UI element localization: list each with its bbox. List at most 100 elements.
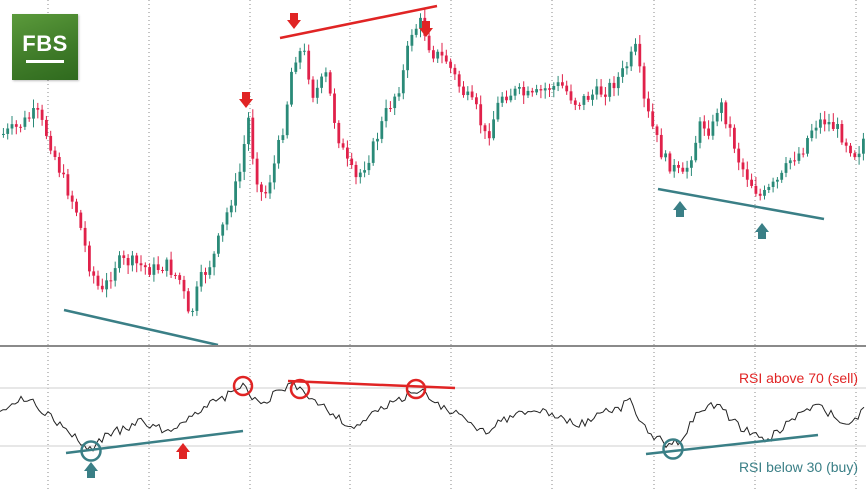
candle-body <box>427 35 431 51</box>
candle-body <box>285 104 289 136</box>
candle-body <box>767 186 771 190</box>
candle-body <box>436 51 440 59</box>
candle-body <box>208 267 212 275</box>
candle-body <box>212 253 216 268</box>
candle-body <box>376 138 379 142</box>
candle-body <box>66 174 70 196</box>
candle-body <box>668 153 672 172</box>
candle-body <box>543 88 547 91</box>
candle-body <box>449 61 452 68</box>
candle-body <box>217 235 220 254</box>
candle-body <box>178 275 182 280</box>
candle-body <box>526 90 530 96</box>
candle-body <box>595 86 599 95</box>
candle-body <box>191 310 194 312</box>
candle-body <box>814 127 818 131</box>
candle-body <box>535 89 538 93</box>
buy-arrow-icon <box>755 223 769 239</box>
candle-body <box>350 158 354 165</box>
candle-body <box>221 224 225 236</box>
candle-body <box>186 291 190 312</box>
candle-body <box>70 195 74 202</box>
candle-body <box>19 126 22 128</box>
candle-body <box>634 43 637 52</box>
candle-body <box>62 172 65 175</box>
rsi-resistance-line <box>287 379 456 390</box>
candle-body <box>500 96 504 103</box>
candle-body <box>389 108 392 110</box>
candle-body <box>457 74 461 87</box>
candle-body <box>174 274 177 276</box>
rsi-support-line-right <box>645 433 819 456</box>
candle-body <box>823 119 827 125</box>
candle-body <box>419 17 422 29</box>
candle-body <box>156 264 160 270</box>
candle-body <box>806 138 809 154</box>
candle-body <box>513 88 517 96</box>
candle-body <box>733 127 736 149</box>
candle-body <box>492 119 495 139</box>
candle-body <box>363 170 366 173</box>
candle-body <box>131 255 134 266</box>
candle-body <box>311 79 315 98</box>
rsi-annotations <box>65 375 819 478</box>
candle-body <box>582 95 586 105</box>
candle-body <box>199 272 203 287</box>
candle-body <box>49 135 53 151</box>
candle-body <box>561 82 564 86</box>
candle-body <box>466 91 470 96</box>
candle-body <box>255 158 259 185</box>
candle-body <box>552 86 556 90</box>
candle-body <box>105 280 108 290</box>
candle-body <box>647 98 650 112</box>
rsi-buy-label: RSI below 30 (buy) <box>738 459 858 475</box>
logo-text: FBS <box>22 31 68 56</box>
candle-body <box>126 258 130 266</box>
candle-body <box>10 124 14 129</box>
candle-body <box>393 96 397 109</box>
candle-body <box>776 179 779 182</box>
candle-body <box>414 28 418 35</box>
candle-body <box>479 104 483 126</box>
candle-body <box>268 182 272 194</box>
rsi-sell-label: RSI above 70 (sell) <box>738 370 858 386</box>
candle-body <box>109 280 113 282</box>
candle-body <box>487 131 491 139</box>
candle-body <box>204 272 207 275</box>
candle-body <box>169 259 173 275</box>
candle-body <box>470 91 474 98</box>
candle-body <box>23 117 27 127</box>
candle-body <box>844 142 848 146</box>
candle-body <box>836 124 839 129</box>
oversold-circle-icon <box>80 440 102 462</box>
candle-body <box>771 181 775 187</box>
candle-body <box>303 50 306 52</box>
candle-body <box>793 160 796 162</box>
overbought-circle-icon <box>405 378 427 400</box>
red-up-arrow-icon <box>176 443 190 459</box>
candle-body <box>229 205 233 213</box>
candle-body <box>247 117 250 145</box>
candle-body <box>784 163 788 173</box>
candle-body <box>260 184 263 193</box>
candle-body <box>690 160 693 168</box>
candle-body <box>251 117 255 159</box>
candle-body <box>604 94 607 97</box>
candle-body <box>694 142 698 161</box>
candle-body <box>328 72 332 94</box>
candle-body <box>307 50 311 80</box>
candle-body <box>496 102 500 120</box>
candle-body <box>139 263 143 266</box>
candle-body <box>36 108 40 110</box>
candle-body <box>346 147 349 159</box>
candle-body <box>599 86 603 95</box>
candle-body <box>406 45 409 71</box>
candle-body <box>578 104 581 106</box>
candle-body <box>780 172 784 180</box>
fbs-logo: FBS <box>12 14 78 80</box>
candle-body <box>272 163 276 183</box>
candle-body <box>677 164 680 168</box>
candle-body <box>242 144 246 172</box>
price-candles <box>2 9 865 317</box>
candle-body <box>862 138 865 154</box>
